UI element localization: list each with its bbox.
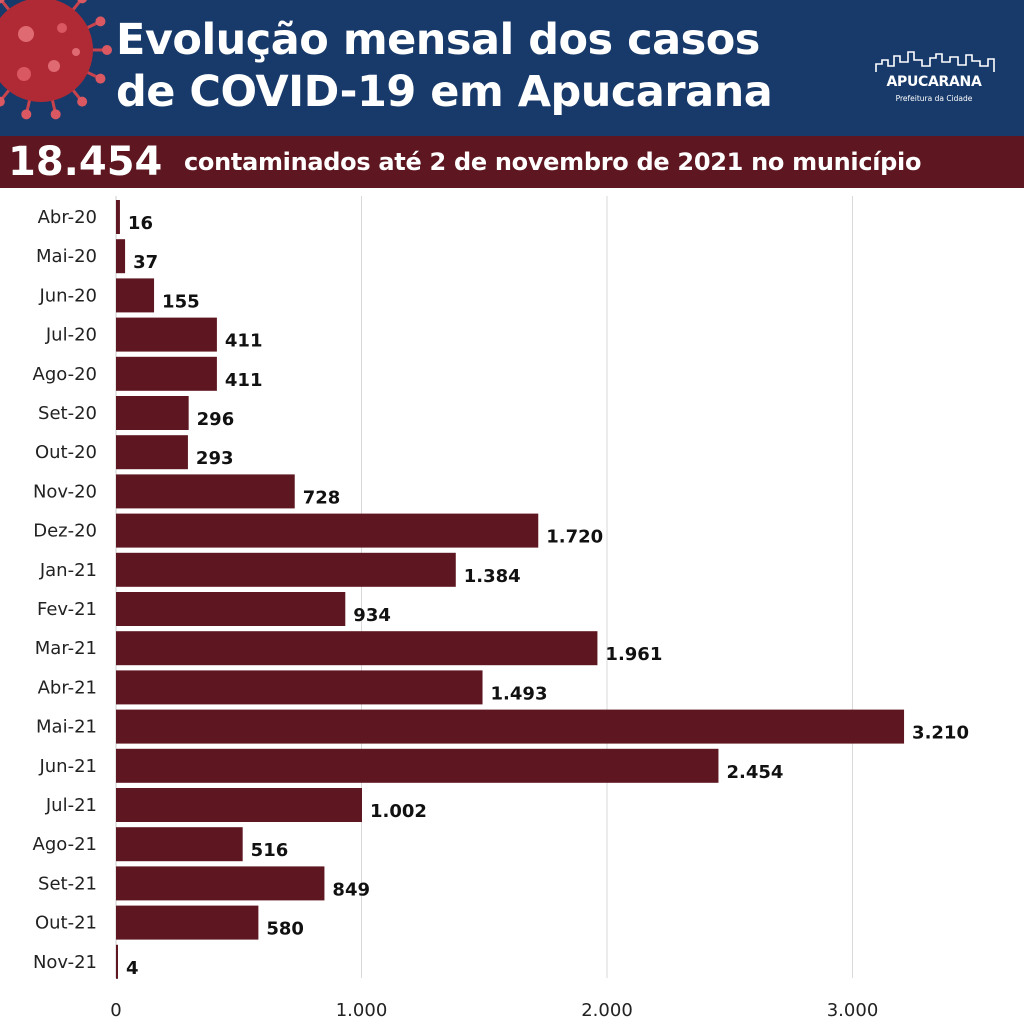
value-label: 293	[196, 448, 234, 469]
bar-ago-21	[116, 827, 243, 862]
category-label: Set-21	[38, 873, 97, 894]
value-label: 934	[353, 605, 391, 626]
category-label: Mai-20	[36, 246, 97, 267]
category-label: Mar-21	[35, 638, 97, 659]
bar-nov-20	[116, 474, 295, 509]
bars	[116, 200, 905, 979]
bar-abr-20	[116, 200, 120, 234]
value-label: 1.961	[605, 644, 662, 665]
total-cases: 18.454	[8, 139, 163, 185]
value-label: 516	[251, 840, 289, 861]
x-tick-label: 2.000	[581, 1000, 633, 1021]
bar-jul-20	[116, 317, 217, 352]
x-tick-label: 0	[110, 1000, 121, 1021]
category-label: Jul-21	[45, 795, 97, 816]
logo-subtitle: Prefeitura da Cidade	[895, 94, 973, 103]
bar-set-21	[116, 866, 325, 901]
x-tick-label: 1.000	[336, 1000, 388, 1021]
value-label: 1.002	[370, 801, 427, 822]
bar-mar-21	[116, 631, 598, 666]
bar-out-21	[116, 905, 259, 940]
bar-dez-20	[116, 513, 539, 548]
bar-chart: 0 1.000 2.000 3.000 Abr-20 16 Mai-20 37 Jun-20 15…	[33, 196, 969, 1021]
category-label: Abr-21	[38, 677, 97, 698]
bar-abr-21	[116, 670, 483, 705]
bar-mai-21	[116, 709, 905, 744]
title-line-1: Evolução mensal dos casos	[116, 15, 760, 65]
x-tick-label: 3.000	[827, 1000, 879, 1021]
value-label: 728	[303, 487, 341, 508]
value-label: 411	[225, 370, 263, 391]
summary-text: contaminados até 2 de novembro de 2021 n…	[184, 148, 922, 176]
value-label: 155	[162, 291, 200, 312]
value-label: 3.210	[912, 723, 969, 744]
logo-name: APUCARANA	[886, 74, 982, 90]
bar-jun-20	[116, 278, 155, 313]
value-label: 411	[225, 331, 263, 352]
category-label: Out-20	[35, 442, 97, 463]
bar-ago-20	[116, 356, 217, 391]
labels: 0 1.000 2.000 3.000 Abr-20 16 Mai-20 37 Jun-20 15…	[33, 207, 969, 1021]
bar-out-20	[116, 435, 188, 470]
category-label: Jan-21	[39, 560, 97, 581]
value-label: 1.493	[491, 683, 548, 704]
bar-set-20	[116, 396, 189, 430]
category-label: Fev-21	[37, 599, 97, 620]
value-label: 2.454	[726, 762, 783, 783]
value-label: 296	[197, 409, 235, 430]
category-label: Nov-20	[33, 481, 97, 502]
category-label: Out-21	[35, 913, 97, 934]
value-label: 1.720	[546, 527, 603, 548]
skyline-icon	[875, 51, 995, 72]
value-label: 37	[133, 252, 158, 273]
page-title: Evolução mensal dos casos de COVID-19 em…	[116, 14, 856, 118]
title-line-2: de COVID-19 em Apucarana	[116, 67, 773, 117]
value-label: 849	[332, 879, 370, 900]
summary-band	[0, 136, 1024, 188]
bar-fev-21	[116, 592, 346, 626]
category-label: Abr-20	[38, 207, 97, 228]
category-label: Jul-20	[45, 325, 97, 346]
value-label: 1.384	[464, 566, 521, 587]
value-label: 16	[128, 213, 153, 234]
category-label: Jun-21	[38, 756, 97, 777]
category-label: Mai-21	[36, 717, 97, 738]
category-label: Ago-21	[33, 834, 98, 855]
category-label: Nov-21	[33, 952, 97, 973]
bar-jul-21	[116, 788, 362, 822]
bar-nov-21	[116, 944, 118, 979]
apucarana-logo: APUCARANA Prefeitura da Cidade	[872, 48, 1002, 112]
category-label: Jun-20	[38, 285, 97, 306]
value-label: 4	[126, 958, 139, 979]
header-banner: Evolução mensal dos casos de COVID-19 em…	[0, 0, 1024, 136]
coronavirus-icon	[0, 0, 112, 120]
bar-mai-20	[116, 239, 126, 274]
category-label: Dez-20	[33, 521, 97, 542]
category-label: Ago-20	[33, 364, 98, 385]
bar-jun-21	[116, 748, 719, 783]
value-label: 580	[266, 919, 304, 940]
bar-jan-21	[116, 552, 456, 587]
category-label: Set-20	[38, 403, 97, 424]
